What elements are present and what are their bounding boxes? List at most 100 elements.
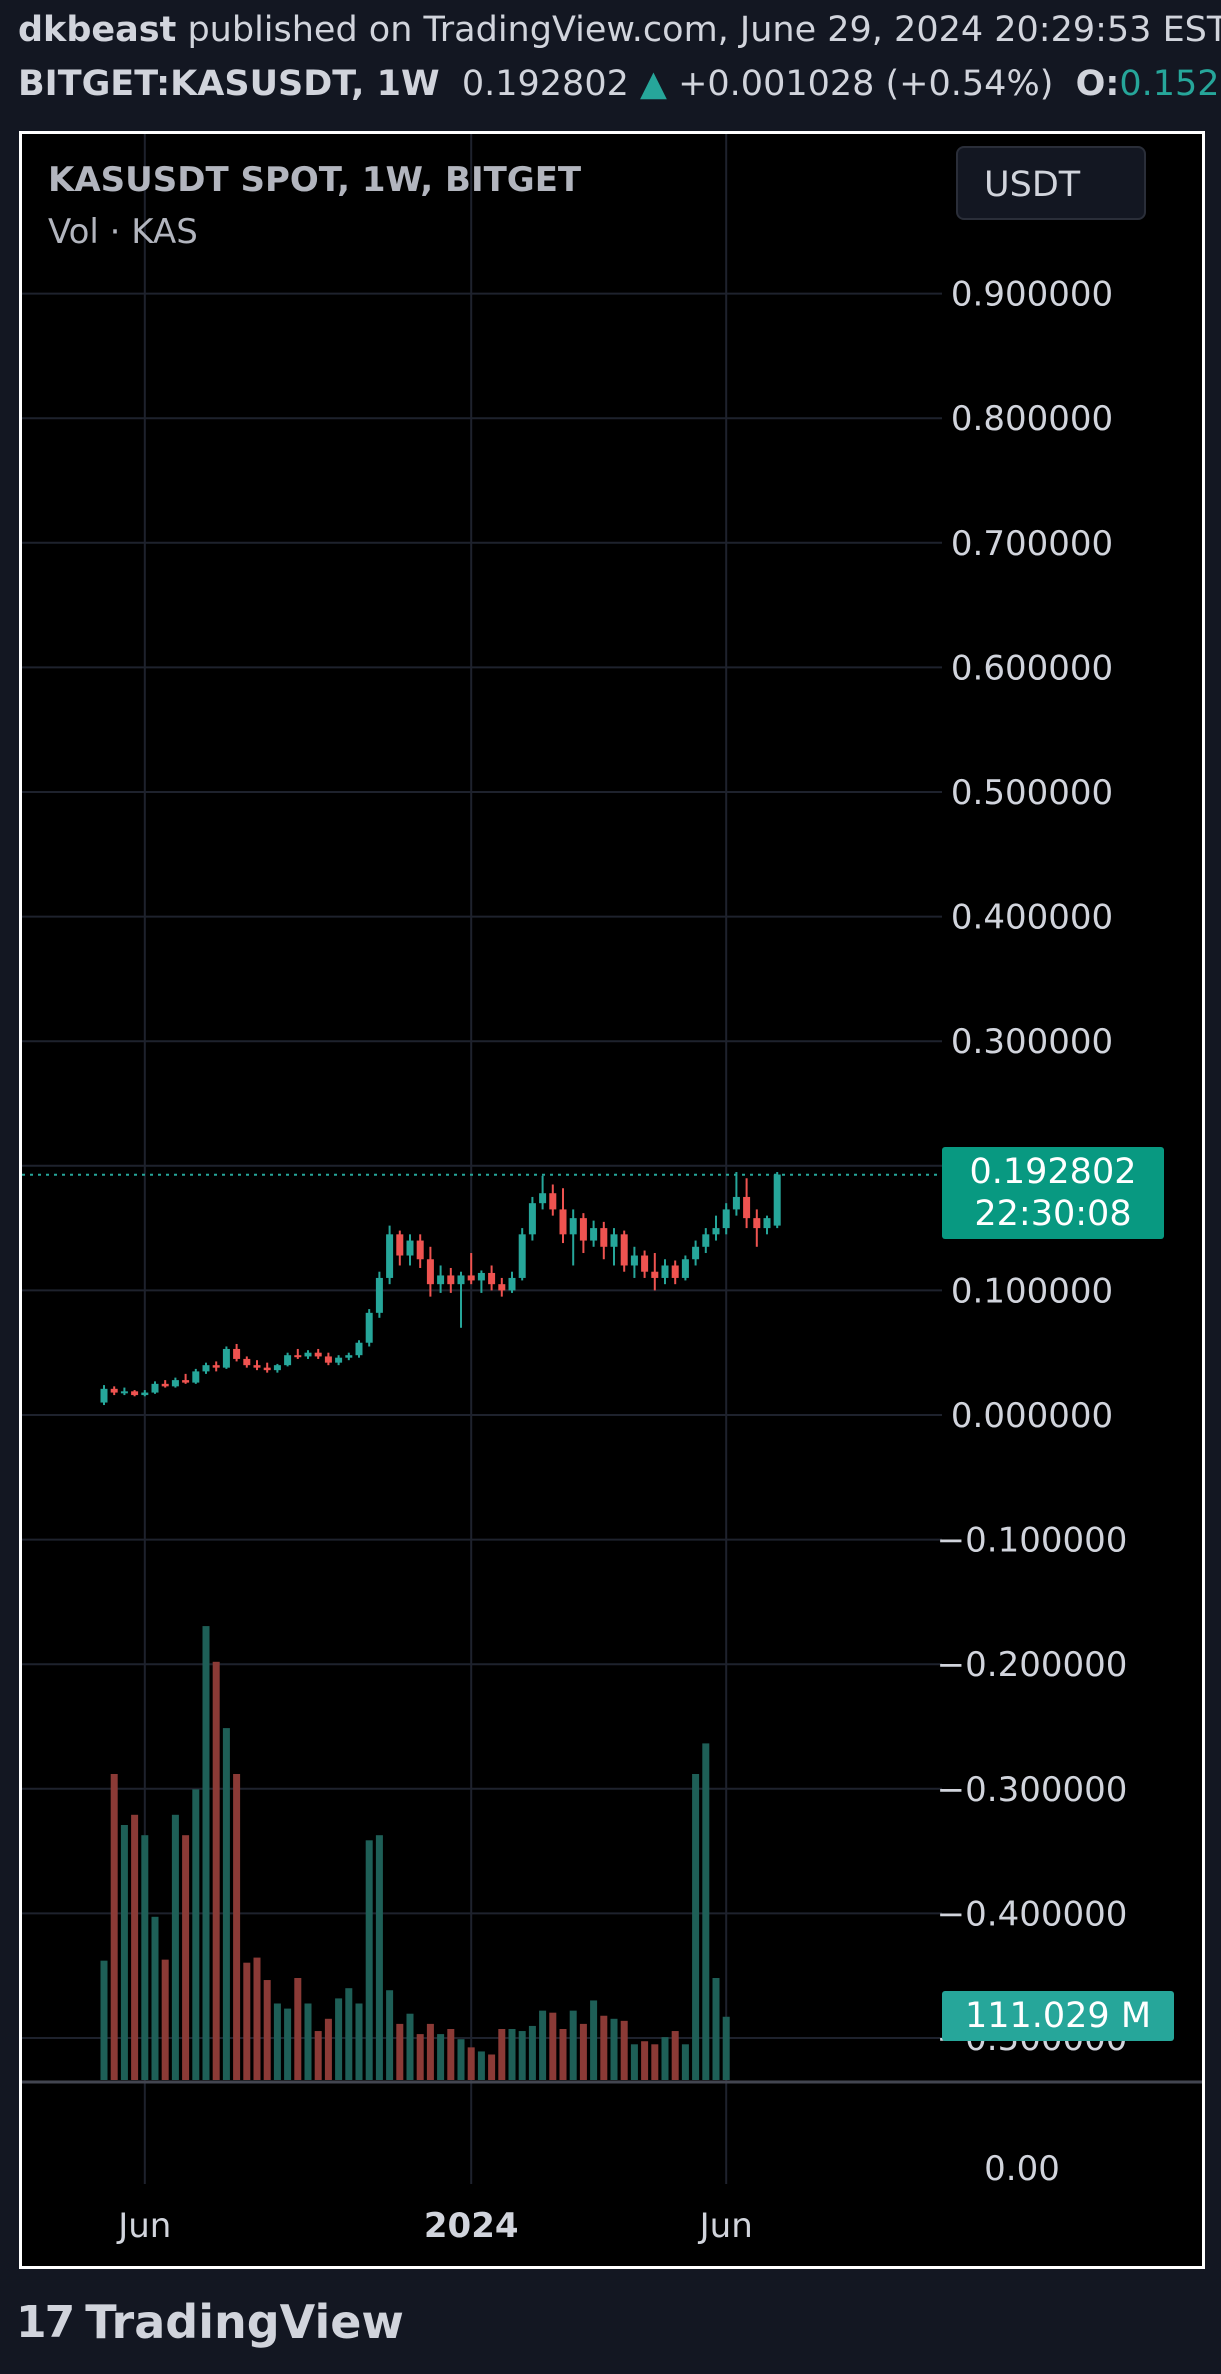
volume-bar [192, 1789, 200, 2080]
legend-title: KASUSDT SPOT, 1W, BITGET [48, 160, 582, 200]
volume-bar [457, 2039, 465, 2080]
volume-bar [722, 2016, 730, 2080]
volume-bar [131, 1814, 139, 2080]
volume-bar [120, 1825, 128, 2080]
candle-body [447, 1275, 455, 1285]
symbol: BITGET:KASUSDT, 1W [18, 64, 440, 104]
candle-body [712, 1228, 720, 1235]
candle-body [600, 1228, 608, 1247]
up-arrow-icon: ▲ [640, 64, 667, 104]
candle-body [661, 1265, 669, 1278]
candle-body [375, 1277, 383, 1313]
candle-body [263, 1367, 271, 1371]
volume-bar [100, 1960, 108, 2080]
volume-bar [273, 2003, 281, 2080]
candle-body [671, 1265, 679, 1278]
candle-body [192, 1371, 200, 1383]
volume-bar [447, 2029, 455, 2080]
price-tick-label: −0.200000 [937, 1645, 1128, 1685]
symbol-info: BITGET:KASUSDT, 1W 0.192802 ▲ +0.001028 … [18, 64, 1221, 104]
time-tick-label: Jun [698, 2206, 753, 2246]
volume-bar [396, 2023, 404, 2080]
price-tick-label: 0.300000 [951, 1022, 1113, 1062]
price-tick-label: 0.100000 [951, 1271, 1113, 1311]
volume-bar [314, 2031, 322, 2080]
candle-body [539, 1193, 547, 1204]
price-change: +0.001028 (+0.54%) [678, 64, 1054, 104]
volume-bar [171, 1814, 179, 2080]
tradingview-logo[interactable]: 17 TradingView [16, 2295, 404, 2349]
candle-body [416, 1240, 424, 1260]
price-tick-label: 0.400000 [951, 898, 1113, 938]
candle-body [610, 1234, 618, 1247]
candle-body [549, 1193, 557, 1210]
candle-body [467, 1275, 475, 1281]
volume-bar [671, 2031, 679, 2080]
candle-body [335, 1357, 343, 1363]
candle-body [100, 1388, 108, 1403]
volume-bar [284, 2008, 292, 2080]
candle-body [518, 1234, 526, 1278]
candle-body [273, 1365, 281, 1371]
candle-body [314, 1352, 322, 1357]
volume-bar [324, 2018, 332, 2080]
candle-body [161, 1383, 169, 1387]
chart-panel[interactable]: 0.900000 0.800000 0.700000 0.600000 0.500000… [19, 131, 1205, 2269]
volume-bar [692, 1774, 700, 2080]
volume-bar [610, 2018, 618, 2080]
candle-body [498, 1284, 506, 1291]
volume-bar [569, 2010, 577, 2080]
volume-bars [100, 1626, 730, 2080]
time-tick-label: 2024 [424, 2206, 519, 2246]
candles [100, 1172, 781, 1406]
chart-canvas[interactable]: 0.900000 0.800000 0.700000 0.600000 0.500000… [22, 134, 1202, 2266]
volume-bar [641, 2041, 649, 2080]
last-price: 0.192802 [461, 64, 629, 104]
time-axis: Jun 2024 Jun [116, 2206, 753, 2246]
volume-bar [182, 1835, 190, 2080]
volume-bar [498, 2029, 506, 2080]
candle-body [120, 1391, 128, 1394]
candle-body [743, 1196, 751, 1219]
open-value: 0.152051 [1119, 64, 1221, 104]
volume-tick-label: 0.00 [984, 2149, 1060, 2189]
volume-bar [294, 1978, 302, 2080]
legend-volume: Vol · KAS [48, 212, 198, 252]
bar-countdown: 22:30:08 [974, 1194, 1132, 1234]
candle-body [579, 1218, 587, 1241]
volume-bar [508, 2029, 516, 2080]
candle-body [508, 1277, 516, 1291]
candle-body [753, 1218, 761, 1229]
grid-lines [22, 134, 1202, 2184]
candle-body [732, 1196, 740, 1210]
price-tick-label: 0.700000 [951, 524, 1113, 564]
last-price-label: 0.192802 22:30:08 [942, 1147, 1164, 1239]
candle-body [141, 1392, 149, 1396]
price-tick-label: 0.900000 [951, 275, 1113, 315]
publish-info: dkbeast published on TradingView.com, Ju… [18, 10, 1221, 50]
candle-body [110, 1388, 118, 1393]
volume-bar [579, 2023, 587, 2080]
volume-bar [386, 1990, 394, 2080]
author: dkbeast [18, 10, 177, 50]
candle-body [437, 1275, 445, 1285]
last-price-value: 0.192802 [969, 1152, 1137, 1192]
candle-body [569, 1218, 577, 1235]
volume-bar [651, 2044, 659, 2080]
candle-body [284, 1355, 292, 1366]
volume-bar [365, 1840, 373, 2080]
volume-bar [528, 2025, 536, 2080]
candle-body [651, 1271, 659, 1278]
candle-body [457, 1275, 465, 1285]
candle-body [202, 1365, 210, 1372]
volume-bar [253, 1957, 261, 2080]
volume-bar [222, 1728, 230, 2080]
volume-bar [304, 2003, 312, 2080]
tradingview-logo-icon: 17 [16, 2296, 75, 2348]
currency-button[interactable]: USDT [956, 146, 1146, 220]
candle-body [294, 1355, 302, 1358]
candle-body [222, 1348, 230, 1368]
candle-body [131, 1391, 139, 1396]
volume-bar [375, 1835, 383, 2080]
volume-bar [161, 1959, 169, 2080]
